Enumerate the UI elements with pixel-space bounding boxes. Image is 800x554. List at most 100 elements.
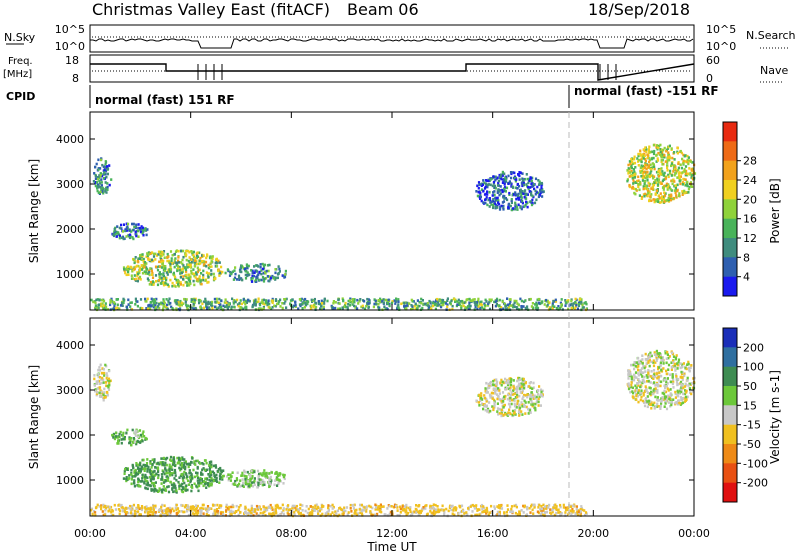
- data-cell: [103, 391, 106, 394]
- data-cell: [504, 388, 507, 391]
- y-tick-label: 3000: [56, 178, 84, 191]
- data-cell: [151, 299, 154, 303]
- data-cell: [139, 226, 142, 230]
- data-cell: [147, 258, 150, 261]
- data-cell: [676, 363, 679, 367]
- data-cell: [228, 274, 232, 277]
- data-cell: [161, 514, 165, 517]
- data-cell: [257, 475, 260, 478]
- data-cell: [273, 483, 276, 487]
- data-cell: [178, 466, 181, 470]
- data-cell: [358, 299, 361, 303]
- data-cell: [528, 385, 531, 388]
- data-cell: [190, 261, 193, 264]
- data-cell: [116, 442, 119, 445]
- data-cell: [644, 176, 647, 180]
- data-cell: [252, 303, 255, 307]
- data-cell: [679, 380, 683, 384]
- power-scatter: [90, 143, 697, 312]
- data-cell: [167, 259, 171, 263]
- data-cell: [660, 356, 663, 360]
- power-colorbar-label: Power [dB]: [768, 178, 782, 243]
- data-cell: [677, 166, 680, 170]
- data-cell: [351, 298, 354, 301]
- data-cell: [507, 387, 511, 391]
- data-cell: [123, 472, 126, 475]
- data-cell: [518, 382, 521, 386]
- data-cell: [495, 302, 498, 306]
- data-cell: [259, 472, 262, 475]
- data-cell: [193, 261, 196, 264]
- data-cell: [188, 469, 191, 472]
- data-cell: [666, 185, 669, 189]
- data-cell: [163, 472, 166, 476]
- data-cell: [174, 506, 177, 510]
- data-cell: [691, 390, 694, 393]
- data-cell: [102, 191, 105, 195]
- data-cell: [684, 178, 687, 181]
- data-cell: [101, 376, 104, 380]
- data-cell: [188, 262, 191, 265]
- data-cell: [264, 514, 267, 517]
- data-cell: [660, 151, 664, 154]
- data-cell: [307, 300, 310, 303]
- data-cell: [188, 280, 191, 283]
- data-cell: [261, 262, 264, 266]
- data-cell: [501, 190, 504, 194]
- data-cell: [485, 507, 489, 511]
- data-cell: [484, 389, 487, 393]
- data-cell: [256, 264, 259, 267]
- data-cell: [236, 303, 240, 306]
- data-cell: [182, 283, 185, 287]
- data-cell: [104, 302, 107, 305]
- data-cell: [249, 474, 252, 477]
- data-cell: [176, 456, 179, 460]
- data-cell: [675, 194, 678, 197]
- data-cell: [102, 393, 105, 397]
- data-cell: [518, 510, 521, 513]
- data-cell: [248, 299, 251, 303]
- data-cell: [268, 306, 271, 309]
- data-cell: [244, 479, 247, 482]
- data-cell: [348, 304, 352, 307]
- data-cell: [140, 465, 143, 468]
- data-cell: [139, 266, 142, 270]
- data-cell: [206, 505, 210, 508]
- data-cell: [140, 268, 143, 271]
- data-cell: [524, 401, 527, 404]
- data-cell: [162, 281, 165, 284]
- data-cell: [681, 193, 684, 196]
- data-cell: [647, 165, 651, 169]
- data-cell: [278, 300, 281, 303]
- data-cell: [151, 273, 154, 276]
- data-cell: [415, 511, 418, 514]
- data-cell: [274, 268, 277, 271]
- data-cell: [183, 461, 186, 465]
- data-cell: [574, 512, 577, 515]
- data-cell: [504, 394, 507, 398]
- data-cell: [128, 236, 132, 240]
- data-cell: [659, 354, 662, 357]
- data-cell: [629, 174, 632, 178]
- data-cell: [92, 180, 95, 183]
- data-cell: [279, 506, 282, 510]
- data-cell: [203, 480, 206, 483]
- data-cell: [167, 270, 170, 274]
- data-cell: [227, 478, 230, 482]
- data-cell: [638, 194, 641, 197]
- data-cell: [479, 195, 482, 199]
- data-cell: [113, 305, 116, 308]
- data-cell: [136, 264, 139, 268]
- data-cell: [251, 269, 254, 273]
- data-cell: [498, 298, 501, 302]
- data-cell: [153, 458, 156, 461]
- data-cell: [685, 389, 688, 393]
- data-cell: [637, 389, 640, 392]
- data-cell: [571, 508, 574, 511]
- data-cell: [269, 483, 272, 486]
- data-cell: [354, 306, 357, 309]
- data-cell: [158, 279, 161, 282]
- data-cell: [194, 276, 197, 279]
- data-cell: [108, 369, 111, 373]
